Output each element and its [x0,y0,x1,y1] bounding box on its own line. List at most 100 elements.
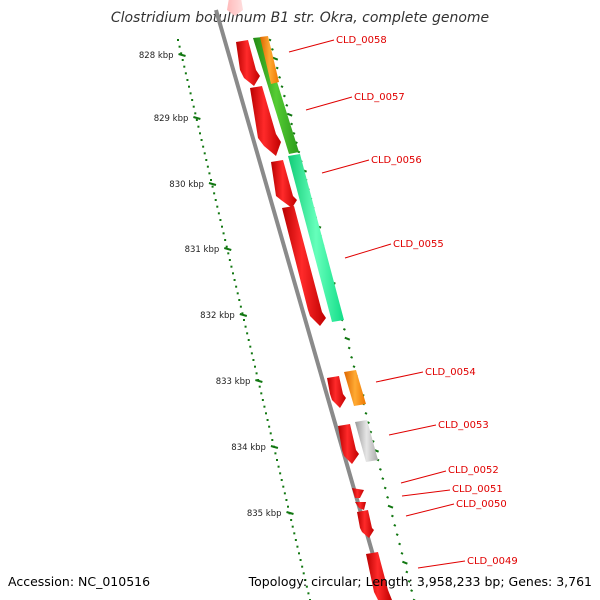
scale-dot [265,412,267,415]
gene-label-cld-0057[interactable]: CLD_0057 [354,92,405,103]
gene-arrow[interactable] [236,40,260,86]
gene-track [227,0,392,600]
cog-bar-aqua[interactable] [288,154,344,322]
scale-dot [214,199,217,201]
outer-ruler-tick [275,66,279,70]
outer-ruler-tick [342,327,346,331]
cog-bar-orange[interactable] [260,36,279,84]
genome-backbone [214,9,388,600]
scale-major-tick [193,116,201,120]
cog-bar-gray[interactable] [355,420,378,462]
scale-dot [236,292,239,295]
outer-ruler-tick [278,75,282,79]
scale-dot [232,272,234,275]
scale-dot [255,372,258,375]
gene-arrow[interactable] [352,488,364,498]
scale-dot [188,85,190,88]
label-leaders [288,39,466,569]
gene-arrow[interactable] [355,502,366,510]
cog-bar-green[interactable] [253,37,299,154]
gene-arrow[interactable] [327,376,346,408]
scale-dot [200,139,203,141]
outer-ruler-tick [286,112,293,117]
scale-dot [266,419,269,421]
outer-ruler-tick [290,122,294,126]
gene-arrow[interactable] [338,424,359,464]
scale-dot [274,452,277,455]
gene-label-cld-0050[interactable]: CLD_0050 [456,499,507,510]
outer-ruler-tick [405,570,409,574]
scale-dot [194,112,197,115]
scale-dot [178,45,181,48]
gene-arrow[interactable] [250,86,281,156]
kbp-label: 835 kbp [247,509,282,519]
kbp-label: 830 kbp [169,180,204,190]
outer-ruler-tick [402,560,408,565]
scale-dot [210,179,212,181]
scale-dot [263,405,266,408]
outer-ruler-tick [282,94,286,98]
scale-dot [252,359,255,361]
gene-label-cld-0058[interactable]: CLD_0058 [336,35,387,46]
outer-ruler-tick [386,495,390,499]
scale-dot [228,259,231,261]
scale-dot [225,245,228,248]
outer-ruler-tick [398,542,402,546]
scale-dot [260,392,263,395]
scale-dot [293,532,296,535]
outer-ruler-tick [347,346,351,350]
scale-dot [205,159,208,161]
scale-dot [246,332,249,335]
scale-major-tick [178,53,186,57]
kbp-label: 833 kbp [216,377,251,387]
scale-dot [244,325,247,328]
outer-ruler-tick [268,38,272,42]
scale-dot [294,539,297,541]
scale-dot [203,152,206,155]
gene-arrow[interactable] [271,160,297,208]
scale-dot [280,479,283,481]
accession-text: Accession: NC_010516 [8,574,151,589]
outer-ruler-tick [393,523,397,527]
scale-dot [258,385,261,388]
scale-major-tick [255,379,263,383]
scale-dot [261,399,264,401]
scale-dot [211,185,214,188]
kbp-label: 834 kbp [231,443,266,453]
gene-arrow[interactable] [357,510,374,538]
scale-dot [299,559,302,561]
cog-bar-orange[interactable] [344,370,366,406]
scale-dot [254,365,256,368]
scale-major-tick [208,182,217,186]
scale-dot [302,572,305,575]
outer-ruler-tick [378,467,382,471]
scale-dot [230,265,233,268]
gene-label-cld-0051[interactable]: CLD_0051 [452,484,503,495]
scale-dot [183,65,186,68]
scale-dot [238,299,241,301]
scale-ruler [177,39,311,600]
summary-text: Topology: circular; Length: 3,958,233 bp… [248,574,592,589]
scale-dot [239,305,242,308]
outer-ruler-tick [364,411,368,415]
gene-label-cld-0049[interactable]: CLD_0049 [467,556,518,567]
gene-label-cld-0052[interactable]: CLD_0052 [448,465,499,476]
gene-label-cld-0054[interactable]: CLD_0054 [425,367,476,378]
gene-arrow[interactable] [282,206,326,326]
gene-arrow[interactable] [366,552,392,600]
outer-ruler-tick [285,103,289,107]
scale-dot [233,279,236,281]
scale-dot [192,105,195,108]
gene-label-cld-0056[interactable]: CLD_0056 [371,155,422,166]
scale-dot [195,119,198,121]
scale-dot [186,79,189,81]
scale-dot [219,219,222,221]
scale-dot [285,499,288,501]
gene-arrow[interactable] [227,0,243,16]
scale-dot [208,172,211,175]
scale-dot [283,492,286,495]
gene-label-cld-0053[interactable]: CLD_0053 [438,420,489,431]
gene-label-cld-0055[interactable]: CLD_0055 [393,239,444,250]
title: Clostridium botulinum B1 str. Okra, comp… [110,10,490,26]
